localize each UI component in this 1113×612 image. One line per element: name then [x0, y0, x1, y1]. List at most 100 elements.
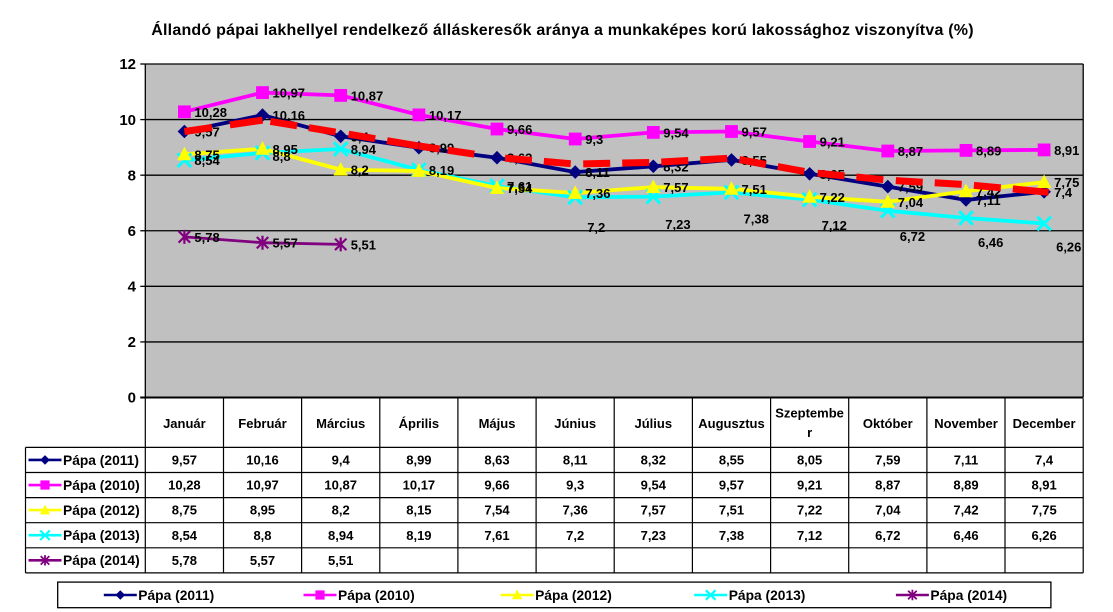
- svg-text:6: 6: [128, 223, 136, 240]
- svg-text:Augusztus: Augusztus: [698, 416, 764, 431]
- svg-text:November: November: [934, 416, 998, 431]
- svg-text:6,46: 6,46: [953, 528, 978, 543]
- svg-text:Pápa (2013): Pápa (2013): [729, 588, 806, 603]
- svg-text:8,63: 8,63: [484, 452, 509, 467]
- svg-text:7,42: 7,42: [953, 503, 978, 518]
- svg-text:7,75: 7,75: [1031, 503, 1056, 518]
- svg-text:8,91: 8,91: [1054, 143, 1079, 158]
- svg-text:8,75: 8,75: [194, 147, 219, 162]
- svg-text:Július: Július: [635, 416, 673, 431]
- svg-text:6,26: 6,26: [1031, 528, 1056, 543]
- svg-text:8,89: 8,89: [953, 478, 978, 493]
- svg-text:7,23: 7,23: [665, 217, 690, 232]
- svg-text:10,97: 10,97: [273, 86, 306, 101]
- svg-text:10,28: 10,28: [168, 478, 201, 493]
- svg-text:Pápa (2010): Pápa (2010): [338, 588, 415, 603]
- svg-text:7,54: 7,54: [484, 503, 510, 518]
- svg-text:10,17: 10,17: [403, 478, 436, 493]
- svg-text:Pápa (2010): Pápa (2010): [63, 478, 140, 493]
- svg-text:Pápa (2011): Pápa (2011): [138, 588, 214, 603]
- svg-text:7,57: 7,57: [663, 180, 688, 195]
- svg-text:8,32: 8,32: [641, 452, 666, 467]
- svg-text:8,19: 8,19: [429, 163, 454, 178]
- svg-text:9,3: 9,3: [566, 478, 584, 493]
- svg-text:7,11: 7,11: [976, 193, 1001, 208]
- svg-text:12: 12: [119, 56, 136, 73]
- svg-text:8,99: 8,99: [406, 452, 431, 467]
- svg-text:8,05: 8,05: [797, 452, 822, 467]
- svg-text:Pápa (2013): Pápa (2013): [63, 528, 140, 543]
- svg-text:7,51: 7,51: [719, 503, 744, 518]
- svg-text:9,57: 9,57: [719, 478, 744, 493]
- svg-text:9,57: 9,57: [172, 452, 197, 467]
- svg-text:Március: Március: [316, 416, 365, 431]
- svg-text:8,54: 8,54: [194, 153, 220, 168]
- svg-text:5,57: 5,57: [273, 236, 298, 251]
- svg-text:8,8: 8,8: [273, 149, 291, 164]
- svg-text:4: 4: [128, 279, 137, 296]
- svg-text:8,11: 8,11: [585, 165, 610, 180]
- svg-text:7,11: 7,11: [954, 452, 979, 467]
- svg-text:9,4: 9,4: [332, 452, 351, 467]
- svg-text:Szeptembe: Szeptembe: [775, 405, 844, 420]
- svg-text:7,23: 7,23: [641, 528, 666, 543]
- svg-text:7,61: 7,61: [484, 528, 509, 543]
- svg-text:7,4: 7,4: [1054, 185, 1073, 200]
- svg-text:7,22: 7,22: [820, 190, 845, 205]
- svg-text:Pápa (2012): Pápa (2012): [535, 588, 612, 603]
- svg-text:7,75: 7,75: [1054, 175, 1079, 190]
- svg-text:8,54: 8,54: [172, 528, 198, 543]
- svg-text:0: 0: [128, 390, 136, 407]
- svg-text:December: December: [1013, 416, 1076, 431]
- svg-text:8,87: 8,87: [898, 144, 923, 159]
- svg-text:r: r: [807, 425, 812, 440]
- svg-text:5,51: 5,51: [351, 237, 376, 252]
- svg-text:7,2: 7,2: [566, 528, 584, 543]
- svg-text:7,2: 7,2: [587, 220, 605, 235]
- svg-text:10,17: 10,17: [429, 108, 462, 123]
- svg-text:Pápa (2012): Pápa (2012): [63, 503, 140, 518]
- svg-text:6,26: 6,26: [1056, 240, 1081, 255]
- svg-text:8,2: 8,2: [351, 163, 369, 178]
- svg-text:7,22: 7,22: [797, 503, 822, 518]
- svg-text:Január: Január: [163, 416, 206, 431]
- svg-text:6,72: 6,72: [900, 229, 925, 244]
- svg-text:8,89: 8,89: [976, 143, 1001, 158]
- svg-text:9,66: 9,66: [507, 122, 532, 137]
- svg-text:5,78: 5,78: [172, 553, 197, 568]
- svg-text:7,04: 7,04: [875, 503, 901, 518]
- svg-text:8,87: 8,87: [875, 478, 900, 493]
- svg-text:7,57: 7,57: [641, 503, 666, 518]
- svg-text:6,72: 6,72: [875, 528, 900, 543]
- svg-text:10,16: 10,16: [246, 452, 279, 467]
- svg-text:8,15: 8,15: [406, 503, 431, 518]
- svg-text:8,8: 8,8: [253, 528, 271, 543]
- svg-text:8,95: 8,95: [250, 503, 275, 518]
- svg-text:9,54: 9,54: [641, 478, 667, 493]
- svg-text:8,94: 8,94: [328, 528, 354, 543]
- svg-text:8,94: 8,94: [351, 142, 377, 157]
- svg-text:9,3: 9,3: [585, 132, 603, 147]
- svg-text:10,97: 10,97: [246, 478, 279, 493]
- svg-text:9,57: 9,57: [742, 125, 767, 140]
- svg-text:8,91: 8,91: [1031, 478, 1056, 493]
- svg-text:Pápa (2014): Pápa (2014): [63, 553, 140, 568]
- svg-text:7,61: 7,61: [507, 179, 532, 194]
- svg-text:7,59: 7,59: [875, 452, 900, 467]
- svg-text:9,21: 9,21: [797, 478, 822, 493]
- svg-text:7,38: 7,38: [744, 211, 769, 226]
- svg-text:7,54: 7,54: [507, 181, 533, 196]
- svg-text:9,21: 9,21: [820, 135, 845, 150]
- svg-text:8,95: 8,95: [273, 142, 298, 157]
- svg-text:Pápa (2014): Pápa (2014): [930, 588, 1007, 603]
- svg-text:10,87: 10,87: [324, 478, 357, 493]
- svg-text:7,36: 7,36: [585, 186, 610, 201]
- svg-text:5,57: 5,57: [250, 553, 275, 568]
- svg-text:8: 8: [128, 167, 136, 184]
- svg-text:9,54: 9,54: [663, 125, 689, 140]
- svg-text:5,78: 5,78: [194, 230, 219, 245]
- svg-text:8,19: 8,19: [406, 528, 431, 543]
- svg-text:8,55: 8,55: [719, 452, 744, 467]
- svg-text:7,04: 7,04: [898, 195, 924, 210]
- svg-text:7,12: 7,12: [797, 528, 822, 543]
